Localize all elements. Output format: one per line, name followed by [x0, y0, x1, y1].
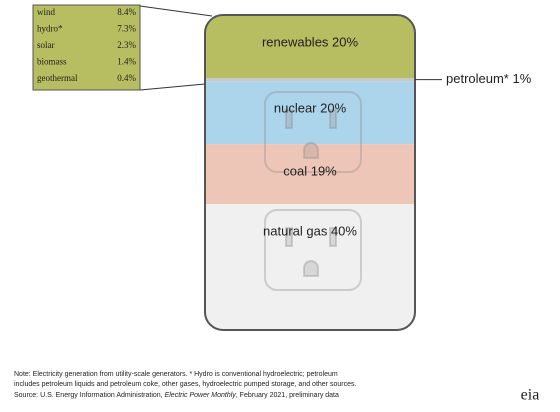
detail-value: 0.4% [117, 73, 136, 83]
segment [205, 78, 415, 82]
note-line: Note: Electricity generation from utilit… [14, 371, 338, 378]
source-line: Source: U.S. Energy Information Administ… [14, 392, 339, 399]
detail-value: 2.3% [117, 40, 136, 50]
source-text: Source: U.S. Energy Information Administ… [14, 392, 165, 399]
outlet-segments [205, 15, 415, 330]
connector-line [139, 83, 206, 91]
segment [205, 144, 415, 204]
detail-label: biomass [37, 57, 67, 67]
source-text: , February 2021, preliminary data [236, 392, 339, 399]
segment-label: natural gas 40% [263, 223, 357, 238]
segment-label: renewables 20% [262, 34, 359, 49]
detail-value: 8.4% [117, 7, 136, 17]
detail-label: wind [37, 7, 56, 17]
segment-label: petroleum* 1% [446, 71, 532, 86]
source-title: Electric Power Monthly [165, 392, 237, 399]
logo: eia [521, 387, 540, 404]
segment [205, 204, 415, 330]
outlet-face [264, 91, 362, 291]
detail-label: geothermal [37, 73, 78, 83]
detail-value: 1.4% [117, 57, 136, 67]
outlet-border [204, 14, 416, 331]
segment [205, 81, 415, 145]
detail-box: wind 8.4% hydro* 7.3% solar 2.3% biomass 1.4% ge… [32, 4, 141, 91]
detail-label: hydro* [37, 24, 63, 34]
detail-label: solar [37, 40, 55, 50]
detail-background [32, 4, 141, 91]
segment-label: coal 19% [283, 164, 337, 179]
note-line: includes petroleum liquids and petroleum… [14, 381, 356, 388]
segment [205, 15, 415, 78]
segment-label: nuclear 20% [274, 101, 347, 116]
detail-value: 7.3% [117, 24, 136, 34]
connector-line [139, 5, 213, 17]
